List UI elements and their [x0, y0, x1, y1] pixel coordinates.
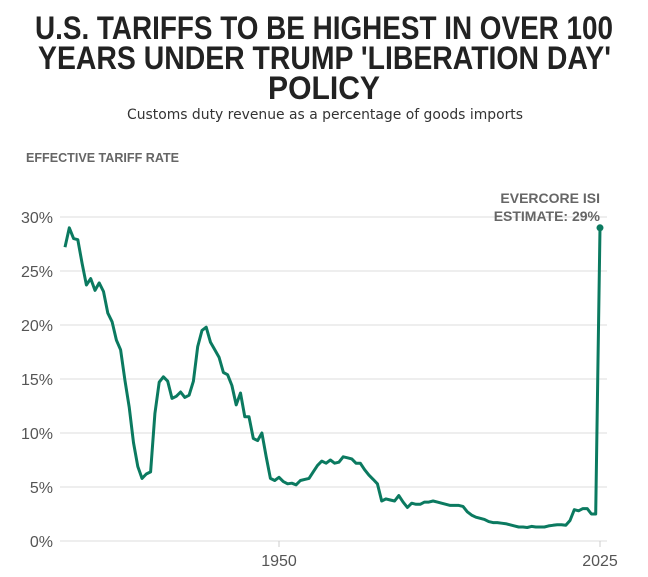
y-tick-label: 0% — [30, 534, 53, 551]
x-tick-label: 1950 — [261, 553, 297, 570]
chart-title-line-2: YEARS UNDER TRUMP 'LIBERATION DAY' — [38, 40, 611, 76]
annotation-line-2: ESTIMATE: 29% — [494, 208, 601, 224]
estimate-point-2025 — [596, 224, 604, 232]
y-tick-label: 15% — [21, 372, 53, 389]
y-tick-label: 10% — [21, 426, 53, 443]
chart-subtitle: Customs duty revenue as a percentage of … — [127, 107, 523, 123]
y-axis-title: EFFECTIVE TARIFF RATE — [26, 150, 179, 165]
annotation-line-1: EVERCORE ISI — [500, 190, 600, 206]
y-tick-label: 5% — [30, 480, 53, 497]
x-tick-label: 2025 — [582, 553, 618, 570]
y-tick-label: 30% — [21, 210, 53, 227]
chart-title-line-1: U.S. TARIFFS TO BE HIGHEST IN OVER 100 — [35, 10, 613, 46]
y-tick-label: 25% — [21, 264, 53, 281]
chart-title-line-3: POLICY — [268, 70, 380, 106]
series-line-effective-tariff-rate — [63, 226, 602, 529]
y-tick-label: 20% — [21, 318, 53, 335]
